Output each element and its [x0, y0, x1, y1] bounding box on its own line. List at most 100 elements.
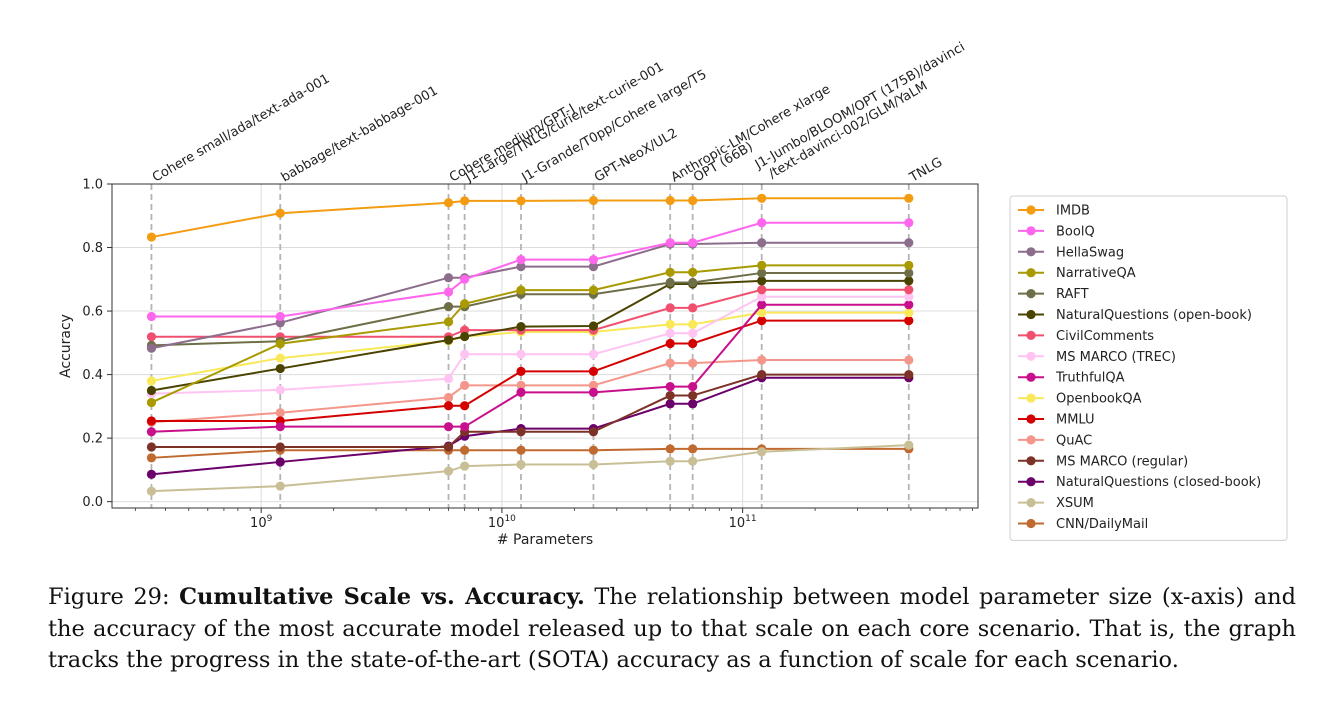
x-axis-label: # Parameters	[497, 532, 593, 548]
legend-item: TruthfulQA	[1018, 371, 1125, 386]
legend-marker	[1026, 498, 1036, 508]
data-point	[146, 442, 157, 452]
data-point	[460, 445, 470, 455]
data-point	[460, 299, 470, 309]
legend-item: HellaSwag	[1018, 245, 1124, 260]
series-line	[151, 376, 909, 476]
model-group-labels: Cohere small/ada/text-ada-001babbage/tex…	[150, 40, 968, 186]
data-point	[460, 274, 470, 284]
data-point	[904, 193, 914, 203]
data-point	[516, 255, 526, 265]
legend-item: BoolQ	[1018, 224, 1095, 239]
data-point	[757, 285, 767, 295]
x-tick-label: 109	[250, 514, 273, 531]
data-point	[904, 285, 914, 295]
data-point	[443, 287, 454, 297]
data-point	[516, 445, 526, 455]
data-point	[275, 363, 285, 374]
data-point	[588, 195, 599, 206]
data-point	[688, 303, 698, 313]
series-line	[151, 288, 909, 338]
data-point	[757, 292, 767, 302]
data-point	[443, 401, 454, 411]
data-point	[588, 427, 599, 437]
legend-marker	[1026, 351, 1036, 361]
data-point	[688, 456, 698, 466]
data-point	[588, 366, 599, 377]
data-point	[516, 459, 526, 470]
data-point	[665, 195, 675, 206]
data-point	[757, 369, 767, 380]
data-point	[516, 349, 526, 359]
data-point	[904, 268, 914, 278]
y-axis-label: Accuracy	[58, 314, 74, 378]
legend-marker	[1026, 330, 1036, 340]
series-truthfulqa	[146, 300, 914, 437]
data-point	[588, 349, 599, 359]
series-line	[151, 311, 909, 382]
data-point	[588, 255, 599, 265]
grid-lines	[112, 183, 978, 508]
data-point	[757, 268, 767, 278]
series-lines	[146, 193, 914, 496]
data-point	[588, 387, 599, 397]
data-point	[757, 308, 767, 318]
legend-label: MS MARCO (TREC)	[1056, 350, 1176, 365]
legend-label: CivilComments	[1056, 329, 1154, 344]
series-line	[151, 221, 909, 318]
legend-marker	[1026, 205, 1036, 215]
y-tick-label: 0.4	[82, 368, 103, 383]
legend-item: CivilComments	[1018, 329, 1154, 344]
data-point	[665, 399, 675, 409]
y-tick-label: 0.6	[82, 305, 103, 320]
legend-label: TruthfulQA	[1055, 371, 1125, 386]
data-point	[904, 315, 914, 326]
legend-label: NaturalQuestions (open-book)	[1056, 308, 1252, 323]
legend-marker	[1026, 309, 1036, 320]
data-point	[460, 325, 470, 335]
data-point	[665, 456, 675, 466]
data-point	[443, 198, 454, 208]
data-point	[146, 232, 157, 242]
plot-frame	[111, 183, 979, 509]
caption-title: Cumultative Scale vs. Accuracy.	[179, 584, 585, 610]
series-boolq	[146, 218, 914, 322]
data-point	[665, 390, 675, 401]
legend-label: NaturalQuestions (closed-book)	[1056, 475, 1261, 490]
series-line	[151, 358, 909, 424]
legend-label: MS MARCO (regular)	[1056, 454, 1188, 469]
legend-label: MMLU	[1056, 413, 1095, 428]
data-point	[904, 440, 914, 450]
data-point	[275, 457, 285, 467]
series-narrativeqa	[146, 260, 914, 408]
data-point	[904, 292, 914, 302]
legend-label: BoolQ	[1056, 224, 1095, 239]
data-point	[460, 461, 470, 471]
data-point	[665, 303, 675, 313]
data-point	[688, 267, 698, 277]
data-point	[757, 447, 767, 457]
caption-label: Figure 29:	[48, 584, 170, 610]
legend-label: HellaSwag	[1056, 245, 1124, 260]
data-point	[443, 392, 454, 403]
data-point	[460, 401, 470, 411]
legend-marker	[1026, 456, 1036, 466]
data-point	[516, 285, 526, 295]
data-point	[443, 442, 454, 452]
data-point	[588, 445, 599, 455]
series-line	[151, 241, 909, 350]
legend-marker	[1026, 226, 1036, 236]
data-point	[516, 366, 526, 377]
series-naturalquestions-closed-book-	[146, 373, 914, 479]
series-line	[151, 279, 909, 392]
data-point	[757, 300, 767, 310]
data-point	[275, 481, 285, 491]
legend-item: RAFT	[1018, 287, 1089, 302]
data-point	[146, 469, 157, 479]
y-tick-label: 0.2	[82, 432, 103, 447]
series-line	[151, 197, 909, 239]
data-point	[588, 261, 599, 272]
data-point	[688, 238, 698, 248]
series-line	[151, 447, 909, 459]
legend-marker	[1026, 372, 1036, 382]
